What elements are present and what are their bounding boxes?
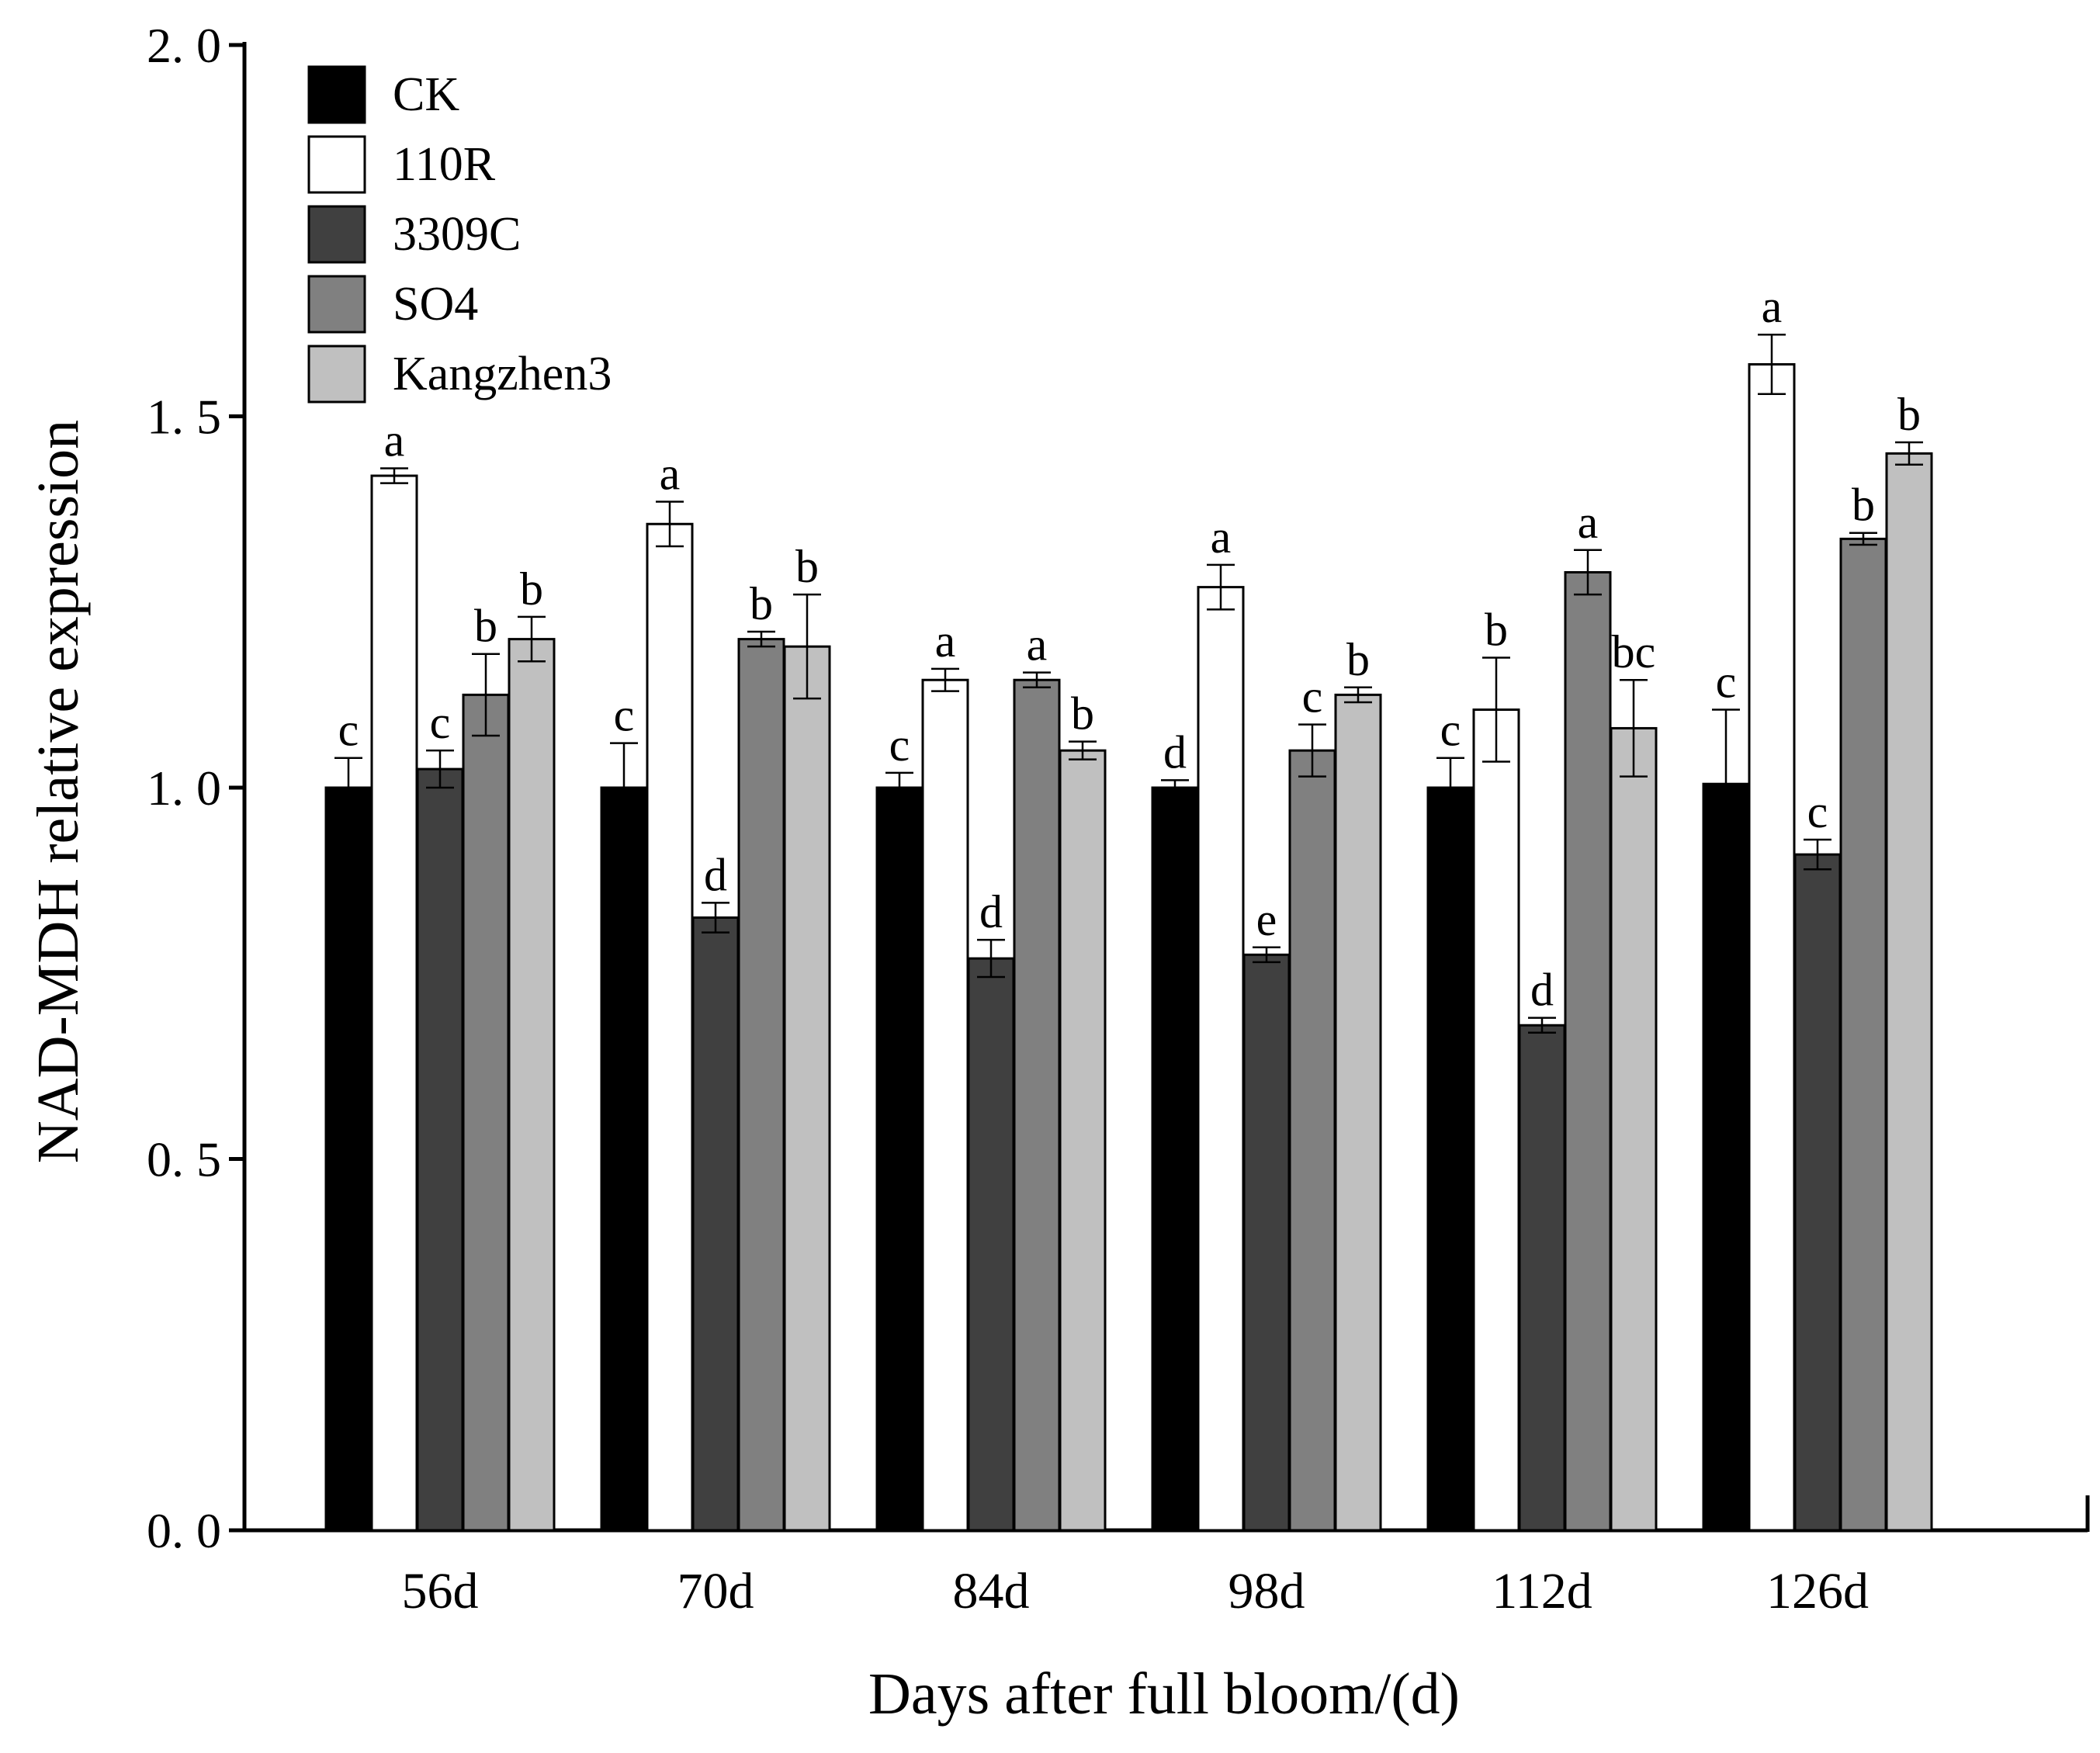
y-tick-label: 2. 0 [147, 18, 221, 73]
significance-letter: b [1346, 634, 1370, 685]
significance-letter: a [1211, 511, 1232, 563]
bar [1518, 1024, 1566, 1532]
bar [1564, 570, 1612, 1532]
significance-letter: a [1027, 619, 1048, 670]
bar [967, 957, 1015, 1532]
bar [1426, 786, 1475, 1532]
legend-label: CK [393, 68, 459, 121]
significance-letter: c [1807, 786, 1828, 837]
bar [921, 678, 969, 1532]
bar [1288, 749, 1336, 1532]
significance-letter: a [1578, 497, 1599, 548]
x-axis-title: Days after full bloom/(d) [868, 1661, 1460, 1727]
bar [691, 916, 740, 1532]
bar [875, 786, 924, 1532]
x-tick-label: 126d [1766, 1563, 1869, 1620]
significance-letter: a [660, 449, 681, 500]
significance-letter: d [1530, 965, 1554, 1016]
bar [1334, 693, 1382, 1532]
significance-letter: d [979, 886, 1003, 937]
significance-letter: b [1852, 480, 1875, 531]
significance-letter: b [795, 541, 819, 592]
significance-letter: a [935, 615, 956, 667]
significance-letter: bc [1612, 626, 1656, 677]
significance-letter: d [1163, 726, 1187, 778]
bar [1151, 786, 1199, 1532]
bar [416, 767, 464, 1532]
bar [1793, 853, 1842, 1532]
x-tick-label: 70d [677, 1563, 754, 1620]
significance-letter: c [430, 697, 451, 748]
legend-swatch [307, 275, 366, 334]
x-tick-label: 98d [1228, 1563, 1305, 1620]
legend-swatch [307, 135, 366, 194]
y-tick-label: 0. 5 [147, 1132, 221, 1187]
y-tick-label: 1. 0 [147, 760, 221, 816]
bar [1839, 537, 1887, 1532]
significance-letter: b [1485, 605, 1508, 656]
x-tick-label: 112d [1492, 1563, 1592, 1620]
bar [737, 638, 785, 1532]
bar [783, 645, 831, 1532]
bar [462, 693, 510, 1532]
bar [1748, 363, 1796, 1532]
bar [1472, 708, 1520, 1532]
bar [1059, 749, 1107, 1532]
y-tick-label: 0. 0 [147, 1503, 221, 1558]
significance-letter: b [520, 563, 543, 615]
legend-label: Kangzhen3 [393, 348, 612, 400]
bar [324, 786, 373, 1532]
bars-layer [324, 363, 1933, 1532]
significance-letter: c [338, 705, 359, 756]
legend-label: SO4 [393, 278, 478, 331]
bar [600, 786, 648, 1532]
bar [1610, 726, 1658, 1532]
legend-label: 3309C [393, 208, 521, 261]
significance-letter: d [704, 849, 727, 900]
significance-letter: b [1897, 389, 1921, 440]
x-tick-label: 56d [402, 1563, 479, 1620]
significance-letter: c [1716, 657, 1737, 708]
legend-swatch [307, 65, 366, 124]
x-tick-label: 84d [953, 1563, 1030, 1620]
significance-letter: b [750, 578, 773, 629]
significance-letter: a [384, 414, 405, 466]
significance-letter: e [1256, 894, 1277, 945]
significance-letter: b [474, 601, 497, 652]
bar [646, 522, 694, 1532]
axes: 0. 0 0. 5 1. 0 1. 5 2. 0 56d 70d 84d 98d 112d 126d [147, 18, 2090, 1620]
bar [1702, 782, 1750, 1532]
significance-letter: c [1302, 671, 1323, 722]
legend-label: 110R [393, 138, 496, 191]
legend: CK 110R 3309C SO4 Kangzhen3 [307, 65, 612, 404]
bar [1242, 953, 1291, 1532]
legend-swatch [307, 205, 366, 264]
significance-letter: c [889, 719, 910, 771]
significance-letter: a [1762, 281, 1783, 332]
significance-letter: c [614, 690, 635, 741]
significance-letter: c [1440, 705, 1461, 756]
errorbars-layer [334, 333, 1923, 1034]
legend-swatch [307, 345, 366, 404]
y-tick-label: 1. 5 [147, 390, 221, 445]
bar [370, 474, 418, 1532]
significance-letter: b [1071, 688, 1094, 740]
bar [1885, 452, 1933, 1532]
bar [1197, 586, 1245, 1532]
bar [1013, 678, 1061, 1532]
bar [508, 638, 556, 1532]
y-axis-title: NAD-MDH relative expression [26, 420, 91, 1163]
